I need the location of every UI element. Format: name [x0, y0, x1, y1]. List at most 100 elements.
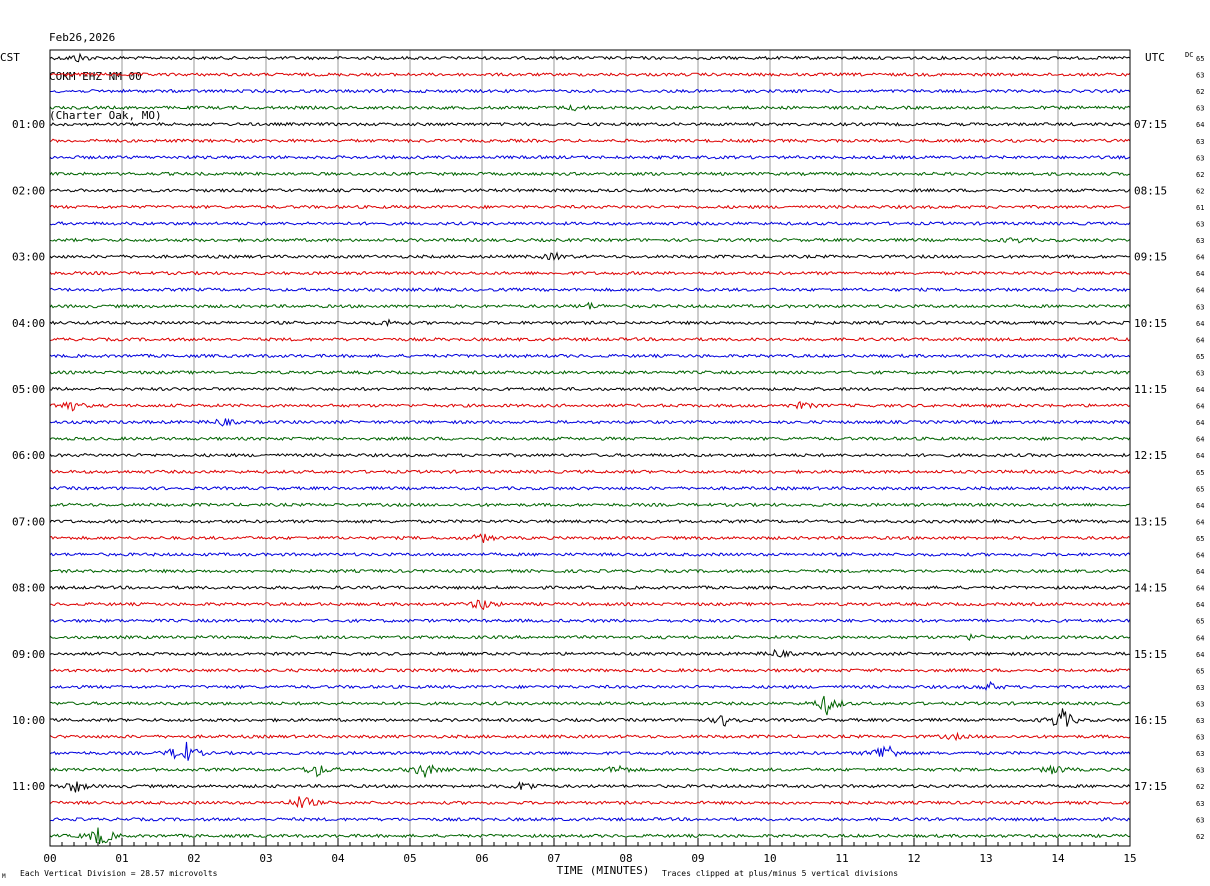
- x-tick-label: 03: [259, 852, 272, 865]
- right-hour-label: 12:15: [1134, 449, 1167, 462]
- dc-offset-value: 65: [1196, 485, 1204, 493]
- dc-offset-value: 62: [1196, 783, 1204, 791]
- trace-43: [49, 764, 1131, 778]
- x-tick-label: 01: [115, 852, 128, 865]
- dc-offset-value: 64: [1196, 121, 1204, 129]
- left-hour-label: 05:00: [12, 383, 45, 396]
- trace-26: [49, 485, 1131, 491]
- trace-11: [49, 237, 1131, 244]
- trace-46: [49, 816, 1131, 822]
- left-hour-label: 04:00: [12, 317, 45, 330]
- trace-17: [49, 336, 1131, 342]
- trace-47: [49, 827, 1131, 844]
- dc-offset-value: 63: [1196, 816, 1204, 824]
- trace-23: [49, 436, 1131, 442]
- right-hour-label: 09:15: [1134, 251, 1167, 264]
- trace-24: [49, 452, 1131, 458]
- trace-16: [49, 318, 1131, 328]
- minute-grid: [121, 50, 1059, 846]
- x-tick-label: 04: [331, 852, 345, 865]
- trace-36: [49, 648, 1131, 659]
- trace-29: [49, 533, 1131, 543]
- station-code: COKM EHZ NM 00: [49, 70, 142, 83]
- dc-offset-value: 65: [1196, 618, 1204, 626]
- left-axis-label: CST: [0, 51, 20, 64]
- dc-offset-value: 63: [1196, 750, 1204, 758]
- dc-offset-value: 63: [1196, 369, 1204, 377]
- x-tick-label: 14: [1051, 852, 1065, 865]
- trace-7: [49, 171, 1131, 177]
- dc-offset-value: 65: [1196, 353, 1204, 361]
- dc-offset-value: 61: [1196, 204, 1204, 212]
- x-tick-label: 08: [619, 852, 632, 865]
- dc-offset-value: 63: [1196, 303, 1204, 311]
- trace-0: [49, 52, 1131, 63]
- right-hour-label: 08:15: [1134, 184, 1167, 197]
- dc-offset-value: 64: [1196, 552, 1204, 560]
- x-tick-label: 05: [403, 852, 416, 865]
- dc-offset-value: 64: [1196, 320, 1204, 328]
- left-hour-label: 06:00: [12, 449, 45, 462]
- trace-14: [49, 287, 1131, 293]
- dc-offset-value: 64: [1196, 601, 1204, 609]
- trace-5: [49, 138, 1131, 144]
- dc-offset-value: 63: [1196, 237, 1204, 245]
- trace-35: [49, 633, 1131, 641]
- left-hour-label: 10:00: [12, 714, 45, 727]
- dc-offset-value: 63: [1196, 701, 1204, 709]
- dc-offset-value: 64: [1196, 585, 1204, 593]
- right-hour-label: 10:15: [1134, 317, 1167, 330]
- dc-offset-value: 62: [1196, 88, 1204, 96]
- axis-labels: CST UTC DC 01:00 02:00 03:00 04:00 05:00 06:00 07…: [0, 51, 1204, 880]
- x-tick-label: 06: [475, 852, 488, 865]
- trace-42: [49, 741, 1131, 761]
- dc-offset-value: 64: [1196, 651, 1204, 659]
- left-hour-label: 09:00: [12, 648, 45, 661]
- dc-offset-value: 63: [1196, 154, 1204, 162]
- dc-offset-value: 64: [1196, 436, 1204, 444]
- plot-frame: [49, 49, 1131, 847]
- dc-offset-value: 64: [1196, 518, 1204, 526]
- trace-25: [49, 469, 1131, 475]
- right-hour-label: 16:15: [1134, 714, 1167, 727]
- trace-6: [49, 154, 1131, 160]
- dc-offset-value: 65: [1196, 535, 1204, 543]
- dc-offset-value: 64: [1196, 254, 1204, 262]
- dc-offset-value: 63: [1196, 138, 1204, 146]
- x-tick-label: 15: [1123, 852, 1136, 865]
- right-hour-label: 15:15: [1134, 648, 1167, 661]
- trace-10: [49, 220, 1131, 226]
- x-tick-label: 09: [691, 852, 704, 865]
- x-tick-label: 07: [547, 852, 560, 865]
- x-tick-label: 00: [43, 852, 56, 865]
- trace-22: [49, 417, 1131, 427]
- dc-offset-value: 62: [1196, 187, 1204, 195]
- trace-31: [49, 568, 1131, 574]
- trace-30: [49, 552, 1131, 557]
- right-hour-label: 07:15: [1134, 118, 1167, 131]
- trace-15: [49, 301, 1131, 310]
- dc-offset-value: 64: [1196, 336, 1204, 344]
- dc-label: DC: [1185, 51, 1193, 59]
- right-hour-label: 13:15: [1134, 515, 1167, 528]
- trace-21: [49, 400, 1131, 412]
- dc-offset-value: 63: [1196, 767, 1204, 775]
- trace-12: [49, 251, 1131, 261]
- x-tick-label: 13: [979, 852, 992, 865]
- record-date: Feb26,2026: [49, 31, 116, 44]
- x-ticks: [49, 838, 1131, 846]
- dc-offset-value: 63: [1196, 800, 1204, 808]
- dc-offset-value: 62: [1196, 171, 1204, 179]
- trace-13: [49, 270, 1131, 276]
- trace-41: [49, 731, 1131, 742]
- dc-offset-value: 64: [1196, 270, 1204, 278]
- scale-note: Each Vertical Division = 28.57 microvolt…: [20, 869, 218, 878]
- dc-offset-value: 65: [1196, 469, 1204, 477]
- x-tick-label: 11: [835, 852, 848, 865]
- dc-offset-value: 65: [1196, 667, 1204, 675]
- right-hour-label: 11:15: [1134, 383, 1167, 396]
- dc-offset-value: 65: [1196, 55, 1204, 63]
- trace-28: [49, 518, 1131, 525]
- dc-offset-value: 64: [1196, 403, 1204, 411]
